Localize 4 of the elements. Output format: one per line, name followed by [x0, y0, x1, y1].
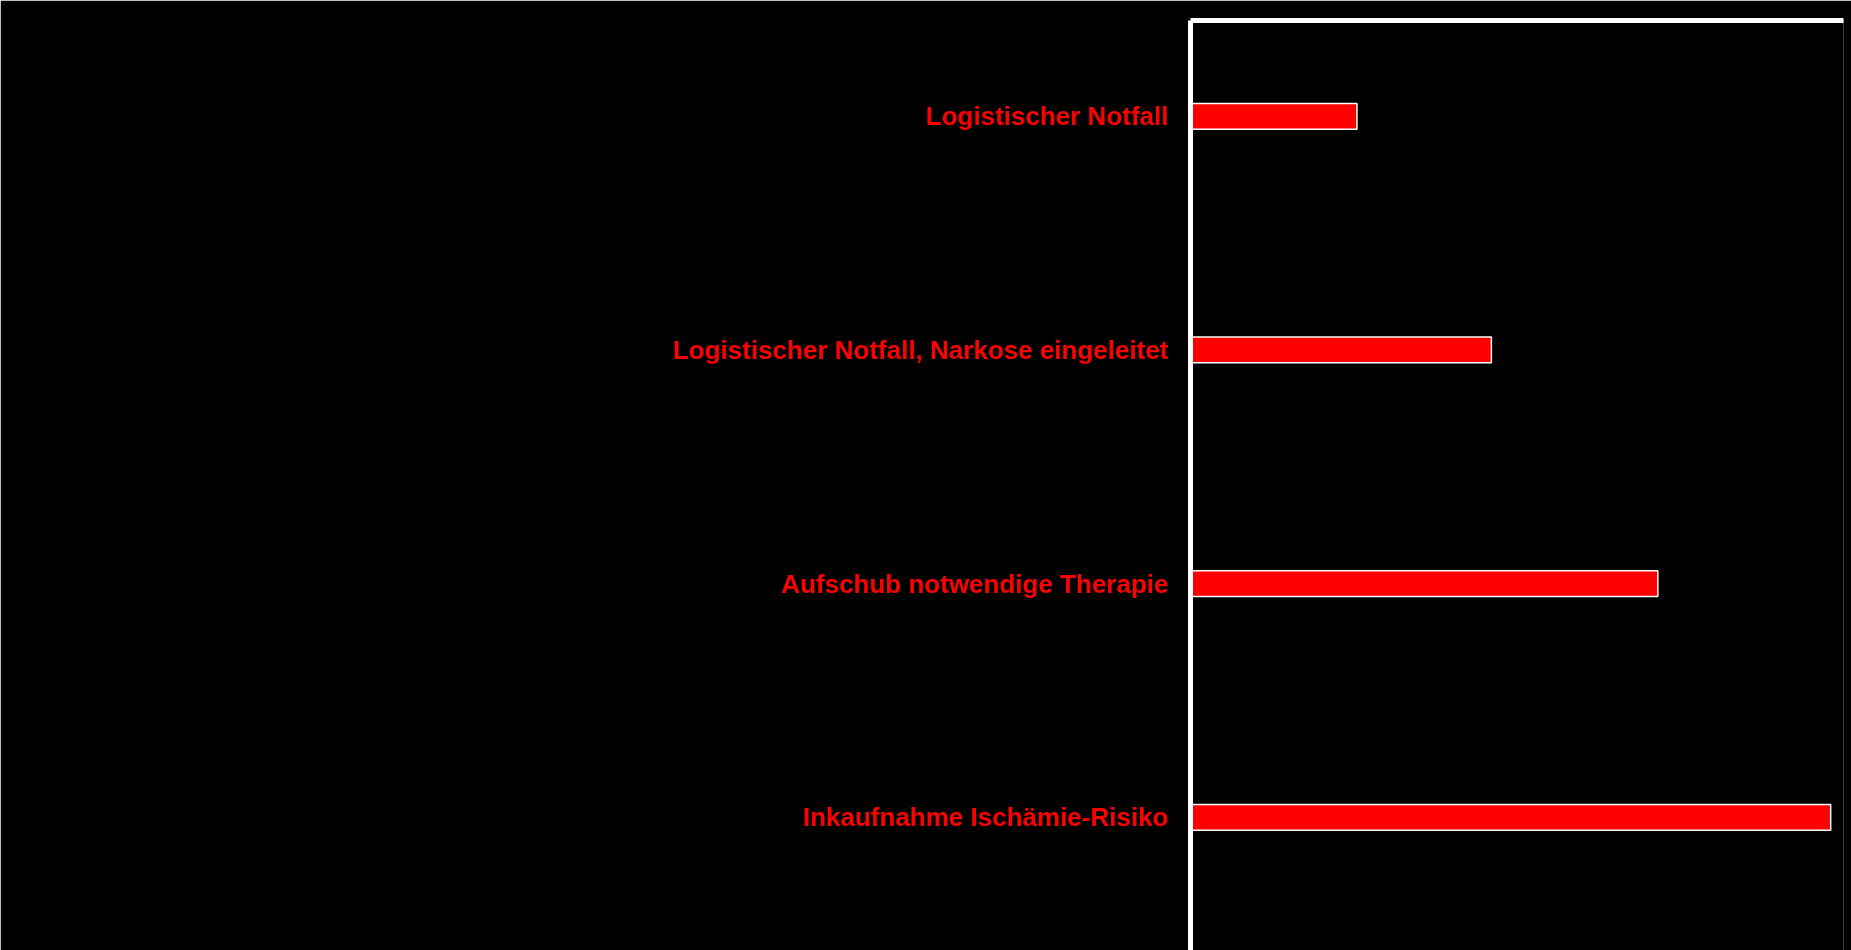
y-tick-label: Logistischer Notfall	[925, 101, 1169, 132]
y-tick-label: Logistischer Notfall, Narkose eingeleitet	[672, 334, 1169, 365]
y-tick-label: Inkaufnahme Ischämie-Risiko	[802, 802, 1169, 833]
y-tick-label: Aufschub notwendige Therapie	[781, 568, 1169, 599]
